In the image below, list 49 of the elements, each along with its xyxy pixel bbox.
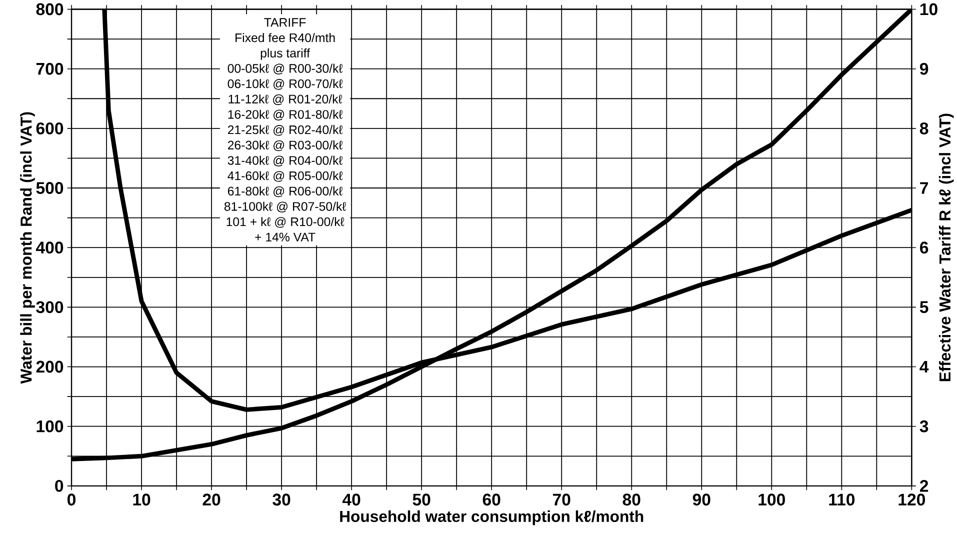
- y2-tick-label: 10: [920, 4, 938, 16]
- x-tick-label: 80: [622, 494, 640, 506]
- annotation: 61-80kℓ @ R06-00/kℓ: [228, 186, 343, 198]
- x-axis-title: Household water consumption kℓ/month: [340, 510, 644, 526]
- annotation: 16-20kℓ @ R01-80/kℓ: [228, 110, 343, 121]
- x-tick-label: 90: [692, 494, 710, 506]
- x-tick-label: 60: [482, 494, 500, 506]
- x-tick-label: 50: [412, 494, 430, 506]
- y-axis-title: Water bill per month Rand (incl VAT): [20, 112, 35, 384]
- x-tick-label: 20: [202, 494, 220, 506]
- x-tick-label: 0: [68, 494, 76, 506]
- annotation: plus tariff: [260, 48, 310, 60]
- y-tick-label: 200: [36, 361, 64, 373]
- y-tick-label: 600: [36, 122, 64, 135]
- x-tick-label: 30: [272, 494, 290, 506]
- annotation: 21-25kℓ @ R02-40/kℓ: [228, 125, 343, 136]
- annotation: TARIFF: [264, 18, 306, 27]
- y2-tick-label: 8: [920, 122, 928, 135]
- y-tick-label: 800: [36, 4, 64, 16]
- y2-tick-label: 9: [920, 63, 928, 76]
- annotation: + 14% VAT: [255, 233, 316, 242]
- annotation: 06-10kℓ @ R00-70/kℓ: [228, 79, 343, 90]
- annotation: 26-30kℓ @ R03-00/kℓ: [228, 140, 343, 152]
- y-tick-label: 700: [36, 63, 64, 76]
- y2-tick-label: 3: [920, 420, 928, 433]
- x-tick-label: 100: [758, 494, 785, 506]
- y-tick-label: 100: [36, 420, 64, 433]
- y-tick-label: 500: [36, 182, 64, 194]
- y2-tick-label: 4: [920, 361, 929, 373]
- annotation: 11-12kℓ @ R01-20/kℓ: [228, 94, 342, 106]
- x-tick-label: 110: [829, 494, 855, 506]
- x-tick-label: 10: [133, 494, 150, 506]
- annotation: Fixed fee R40/mth: [236, 33, 335, 42]
- x-tick-label: 70: [552, 494, 570, 506]
- annotation: 41-60kℓ @ R05-00/kℓ: [228, 171, 343, 182]
- annotation: 81-100kℓ @ R07-50/kℓ: [224, 202, 346, 213]
- annotation: 00-05kℓ @ R00-30/kℓ: [228, 64, 343, 75]
- annotation: 31-40kℓ @ R04-00/kℓ: [228, 156, 343, 167]
- y2-tick-label: 7: [920, 182, 928, 194]
- annotation: 101 + kℓ @ R10-00/kℓ: [226, 217, 344, 228]
- y-tick-label: 300: [36, 301, 64, 314]
- x-tick-label: 40: [342, 494, 360, 506]
- y2-axis-title: Effective Water Tariff R kℓ (incl VAT): [938, 114, 954, 382]
- y2-tick-label: 5: [920, 302, 928, 314]
- x-tick-label: 120: [898, 494, 925, 506]
- y-tick-label: 400: [36, 242, 64, 254]
- y-tick-label: 0: [55, 480, 64, 492]
- y2-tick-label: 2: [920, 480, 928, 492]
- y2-tick-label: 6: [920, 242, 928, 254]
